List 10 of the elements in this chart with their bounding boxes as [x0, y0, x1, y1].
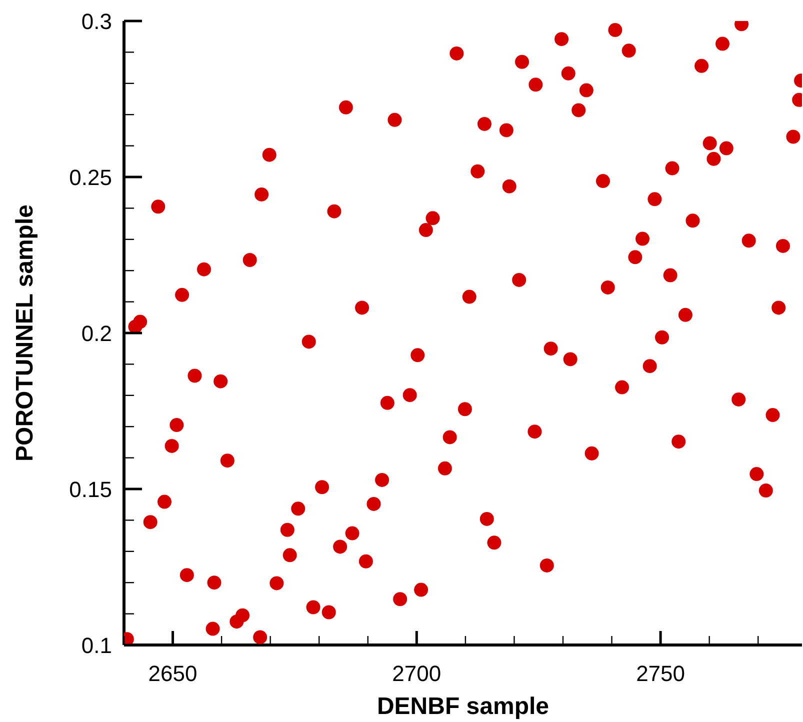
x-axis-title: DENBF sample	[376, 693, 550, 720]
y-tick-label: 0.2	[81, 321, 112, 346]
y-tick-label: 0.25	[69, 165, 112, 190]
y-tick-label: 0.15	[69, 477, 112, 502]
x-tick-label: 2750	[636, 661, 686, 686]
x-tick-label: 2700	[392, 661, 442, 686]
x-tick-label: 2650	[148, 661, 198, 686]
y-tick-label: 0.1	[81, 633, 112, 658]
y-axis-title: POROTUNNEL sample	[12, 204, 39, 462]
y-tick-label: 0.3	[81, 9, 112, 34]
